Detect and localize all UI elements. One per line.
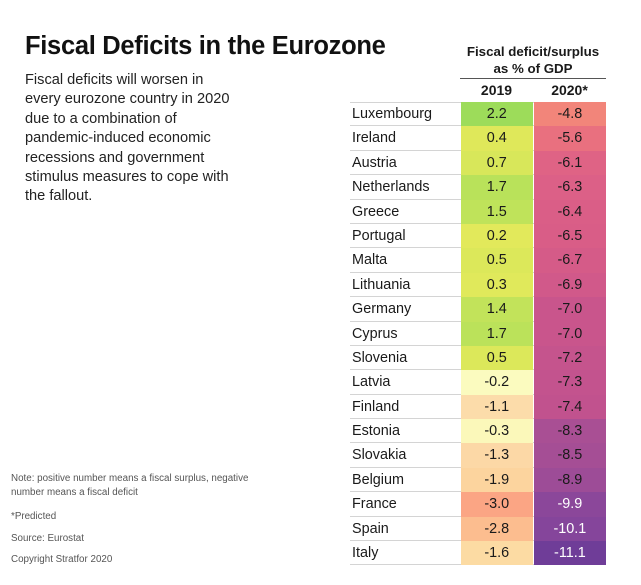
value-cell-2020: -7.2 [533, 345, 606, 371]
predicted-footnote: *Predicted [11, 511, 57, 522]
table-row: Slovenia 0.5 -7.2 [350, 345, 606, 371]
table-row: Germany 1.4 -7.0 [350, 297, 606, 322]
table-row: Slovakia -1.3 -8.5 [350, 443, 606, 469]
source-text: Source: Eurostat [11, 533, 84, 544]
value-cell-2019: 0.7 [460, 150, 533, 176]
country-label: Ireland [352, 130, 397, 147]
header-divider [460, 78, 606, 79]
value-cell-2020: -6.3 [533, 175, 606, 200]
country-label: Estonia [352, 423, 400, 440]
column-group-label-line2: as % of GDP [493, 61, 573, 76]
value-cell-2020: -7.3 [533, 370, 606, 395]
value-cell-2020: -6.1 [533, 150, 606, 176]
value-cell-2019: 0.4 [460, 126, 533, 151]
table-row: Netherlands 1.7 -6.3 [350, 175, 606, 200]
country-label: Malta [352, 252, 388, 269]
table-row: Spain -2.8 -10.1 [350, 516, 606, 542]
table-row: Italy -1.6 -11.1 [350, 541, 606, 566]
value-cell-2020: -6.5 [533, 223, 606, 249]
country-label: Spain [352, 520, 389, 537]
table-row: Latvia -0.2 -7.3 [350, 370, 606, 396]
value-cell-2020: -6.4 [533, 199, 606, 224]
value-cell-2020: -8.5 [533, 443, 606, 468]
country-label: Slovenia [352, 349, 408, 366]
table-row: Ireland 0.4 -5.6 [350, 126, 606, 152]
value-cell-2019: -3.0 [460, 492, 533, 517]
value-cell-2020: -6.7 [533, 248, 606, 273]
copyright-text: Copyright Stratfor 2020 [11, 554, 113, 565]
table-row: Belgium -1.9 -8.9 [350, 467, 606, 493]
value-cell-2019: 1.7 [460, 175, 533, 200]
chart-subtitle: Fiscal deficits will worsen in every eur… [25, 72, 230, 205]
value-cell-2019: 1.7 [460, 321, 533, 346]
country-label: Netherlands [352, 179, 430, 196]
value-cell-2020: -9.9 [533, 492, 606, 517]
value-cell-2020: -7.0 [533, 297, 606, 322]
column-header-2019: 2019 [480, 82, 513, 98]
country-label: Belgium [352, 471, 404, 488]
value-cell-2019: 0.3 [460, 272, 533, 298]
value-cell-2020: -4.8 [533, 102, 606, 127]
country-label: Italy [352, 545, 379, 562]
table-row: Greece 1.5 -6.4 [350, 199, 606, 225]
value-cell-2020: -11.1 [533, 541, 606, 566]
column-group-header: Fiscal deficit/surplus as % of GDP [448, 43, 618, 77]
value-cell-2020: -7.0 [533, 321, 606, 346]
country-label: Lithuania [352, 276, 411, 293]
table-row: Malta 0.5 -6.7 [350, 248, 606, 274]
country-label: Finland [352, 398, 400, 415]
table-row: France -3.0 -9.9 [350, 492, 606, 518]
value-cell-2019: 1.4 [460, 297, 533, 322]
chart-title: Fiscal Deficits in the Eurozone [25, 32, 386, 60]
value-cell-2020: -7.4 [533, 394, 606, 420]
value-cell-2020: -6.9 [533, 272, 606, 298]
value-cell-2019: 0.5 [460, 345, 533, 371]
value-cell-2019: -1.1 [460, 394, 533, 420]
value-cell-2020: -10.1 [533, 516, 606, 542]
value-cell-2019: 0.5 [460, 248, 533, 273]
country-label: Cyprus [352, 325, 398, 342]
country-label: Greece [352, 203, 400, 220]
country-label: Slovakia [352, 447, 407, 464]
column-header-2020: 2020* [551, 82, 588, 98]
value-cell-2020: -8.3 [533, 419, 606, 444]
country-label: Latvia [352, 374, 391, 391]
table-row: Luxembourg 2.2 -4.8 [350, 102, 606, 127]
value-cell-2019: -1.6 [460, 541, 533, 566]
country-label: Portugal [352, 227, 406, 244]
table-row: Finland -1.1 -7.4 [350, 394, 606, 420]
value-cell-2020: -8.9 [533, 467, 606, 493]
country-label: Luxembourg [352, 106, 432, 122]
value-cell-2019: -0.3 [460, 419, 533, 444]
table-row: Estonia -0.3 -8.3 [350, 419, 606, 444]
table-row: Cyprus 1.7 -7.0 [350, 321, 606, 347]
note-text: Note: positive number means a fiscal sur… [11, 473, 249, 498]
country-label: France [352, 496, 397, 513]
table-row: Portugal 0.2 -6.5 [350, 223, 606, 249]
column-group-label-line1: Fiscal deficit/surplus [466, 44, 600, 59]
table-row: Austria 0.7 -6.1 [350, 150, 606, 176]
value-cell-2019: -1.3 [460, 443, 533, 468]
value-cell-2020: -5.6 [533, 126, 606, 151]
value-cell-2019: -0.2 [460, 370, 533, 395]
country-label: Germany [352, 301, 412, 318]
value-cell-2019: 1.5 [460, 199, 533, 224]
value-cell-2019: -2.8 [460, 516, 533, 542]
table-row: Lithuania 0.3 -6.9 [350, 272, 606, 298]
value-cell-2019: -1.9 [460, 467, 533, 493]
value-cell-2019: 0.2 [460, 223, 533, 249]
deficit-table: Luxembourg 2.2 -4.8 Ireland 0.4 -5.6 Austria 0.… [350, 102, 606, 566]
value-cell-2019: 2.2 [460, 102, 533, 127]
country-label: Austria [352, 154, 397, 171]
